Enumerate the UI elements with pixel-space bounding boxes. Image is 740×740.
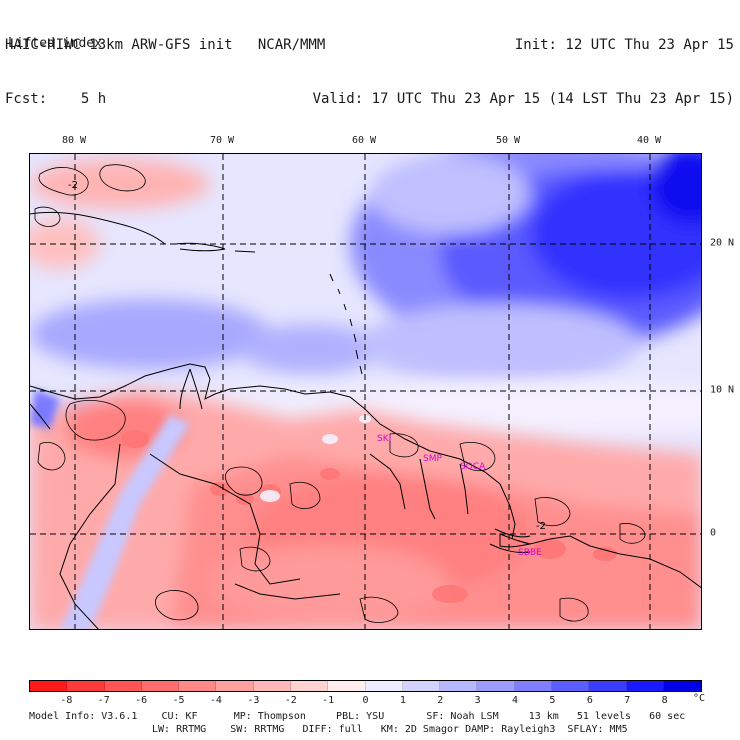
colorbar-segment bbox=[141, 681, 180, 691]
colorbar-segment bbox=[626, 681, 664, 691]
colorbar-tick-label: -1 bbox=[322, 695, 335, 706]
colorbar-tick-label: 4 bbox=[512, 695, 519, 706]
map-panel: -2 -2 SKI SMP SOCA SBBE bbox=[29, 153, 702, 630]
colorbar-tick-label: 7 bbox=[624, 695, 631, 706]
colorbar bbox=[29, 680, 702, 692]
colorbar-segment bbox=[402, 681, 441, 691]
colorbar-segment bbox=[179, 681, 217, 691]
colorbar-segment bbox=[216, 681, 254, 691]
colorbar-segment bbox=[104, 681, 142, 691]
colorbar-segment bbox=[440, 681, 478, 691]
model-info-line-2: LW: RRTMG SW: RRTMG DIFF: full KM: 2D Sm… bbox=[152, 724, 628, 735]
lon-label-40w: 40 W bbox=[636, 135, 662, 146]
colorbar-segment bbox=[30, 681, 68, 691]
colorbar-segment bbox=[589, 681, 627, 691]
model-info-line-1: Model Info: V3.6.1 CU: KF MP: Thompson P… bbox=[29, 711, 686, 722]
station-sbbe: SBBE bbox=[518, 548, 542, 558]
colorbar-segment bbox=[365, 681, 403, 691]
colorbar-tick-label: 8 bbox=[661, 695, 668, 706]
colorbar-tick-label: -5 bbox=[172, 695, 185, 706]
colorbar-tick-label: 2 bbox=[437, 695, 444, 706]
colorbar-tick-label: -7 bbox=[97, 695, 110, 706]
station-smp: SMP bbox=[423, 454, 442, 464]
colorbar-segment bbox=[663, 681, 702, 691]
init-time: Init: 12 UTC Thu 23 Apr 15 bbox=[514, 37, 734, 53]
contour-label-north: -2 bbox=[68, 180, 78, 191]
variable-name: Lifted index bbox=[8, 36, 102, 51]
colorbar-tick-label: 5 bbox=[549, 695, 556, 706]
lon-label-80w: 80 W bbox=[61, 135, 87, 146]
lon-label-70w: 70 W bbox=[209, 135, 235, 146]
lat-label-20n: 20 N bbox=[710, 237, 735, 249]
colorbar-tick-label: -2 bbox=[284, 695, 297, 706]
lat-label-0: 0 bbox=[710, 527, 717, 539]
colorbar-tick-label: -4 bbox=[209, 695, 222, 706]
station-ski: SKI bbox=[377, 434, 391, 444]
colorbar-tick-label: 6 bbox=[586, 695, 593, 706]
colorbar-tick-label: -6 bbox=[135, 695, 148, 706]
colorbar-segment bbox=[253, 681, 291, 691]
forecast-hour: Fcst: 5 h bbox=[5, 91, 107, 107]
model-title: HAIC-HIWC 13km ARW-GFS init NCAR/MMM bbox=[5, 37, 326, 53]
andes-stable-strip bbox=[30, 389, 190, 629]
lifted-index-field: -2 -2 SKI SMP SOCA SBBE bbox=[30, 154, 701, 629]
colorbar-segment bbox=[290, 681, 329, 691]
contour-lines bbox=[34, 164, 646, 623]
colorbar-segment bbox=[477, 681, 515, 691]
header-right: Init: 12 UTC Thu 23 Apr 15 Valid: 17 UTC… bbox=[313, 0, 734, 126]
coastlines bbox=[30, 211, 701, 629]
colorbar-segment bbox=[514, 681, 552, 691]
valid-time: Valid: 17 UTC Thu 23 Apr 15 (14 LST Thu … bbox=[312, 91, 734, 107]
header-left: HAIC-HIWC 13km ARW-GFS init NCAR/MMM Fcs… bbox=[5, 0, 325, 126]
colorbar-tick-label: 0 bbox=[362, 695, 369, 706]
station-soca: SOCA bbox=[460, 462, 486, 472]
colorbar-tick-label: -8 bbox=[60, 695, 73, 706]
colorbar-segment bbox=[67, 681, 105, 691]
lon-label-60w: 60 W bbox=[351, 135, 377, 146]
colorbar-segment bbox=[328, 681, 366, 691]
colorbar-tick-label: -3 bbox=[247, 695, 260, 706]
lat-label-10n: 10 N bbox=[710, 384, 735, 396]
colorbar-tick-label: 3 bbox=[474, 695, 481, 706]
colorbar-unit: °C bbox=[693, 693, 706, 704]
lon-label-50w: 50 W bbox=[495, 135, 521, 146]
contour-label-south: -2 bbox=[536, 521, 546, 532]
station-markers: SKI SMP SOCA SBBE bbox=[377, 434, 542, 558]
lat-lon-grid bbox=[30, 154, 701, 629]
convective-cells bbox=[121, 430, 617, 603]
colorbar-tick-label: 1 bbox=[399, 695, 406, 706]
colorbar-segment bbox=[551, 681, 590, 691]
